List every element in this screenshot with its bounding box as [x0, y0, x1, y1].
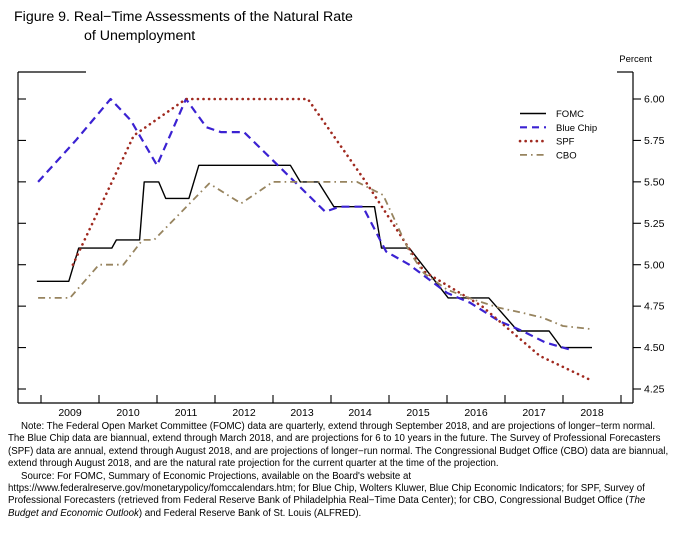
y-axis-unit-label: Percent — [619, 54, 652, 65]
figure-title-line1: Figure 9. Real−Time Assessments of the N… — [14, 9, 353, 25]
source-italic-title: The Budget and Economic Outlook — [8, 495, 646, 519]
x-tick-label: 2018 — [580, 407, 604, 419]
series-line-fomc — [36, 164, 592, 349]
y-tick-label: 4.25 — [644, 384, 665, 396]
chart-canvas: 6.00 5.75 5.50 5.25 5.00 4.75 4.50 4.25 2009 2010… — [17, 71, 665, 419]
y-tick-label: 4.50 — [644, 342, 665, 354]
x-tick-label: 2015 — [406, 407, 430, 419]
x-tick-label: 2014 — [348, 407, 372, 419]
x-tick-label: 2010 — [116, 407, 140, 419]
x-tick-label: 2017 — [522, 407, 546, 419]
y-tick-label: 5.75 — [644, 135, 665, 147]
figure-title-line2: of Unemployment — [84, 28, 196, 44]
y-tick-label: 5.50 — [644, 176, 665, 188]
y-tick-label: 6.00 — [644, 94, 665, 106]
x-tick-label: 2013 — [290, 407, 314, 419]
x-tick-label: 2009 — [58, 407, 82, 419]
series-line-spf — [71, 97, 594, 382]
legend-label-fomc: FOMC — [556, 109, 584, 120]
x-tick-label: 2016 — [464, 407, 488, 419]
x-tick-label: 2011 — [175, 407, 198, 419]
legend-label-cbo: CBO — [556, 150, 577, 161]
y-tick-label: 4.75 — [644, 301, 665, 313]
legend-label-spf: SPF — [556, 137, 575, 148]
footnotes: Note: The Federal Open Market Committee … — [8, 421, 670, 520]
figure-title: Figure 9. Real−Time Assessments of the N… — [14, 8, 353, 46]
y-tick-label: 5.25 — [644, 218, 665, 230]
source-text-part1: Source: For FOMC, Summary of Economic Pr… — [8, 470, 645, 507]
series-line-cbo — [38, 181, 594, 331]
y-tick-label: 5.00 — [644, 259, 665, 271]
note-text: Note: The Federal Open Market Committee … — [8, 421, 669, 470]
legend-label-bluechip: Blue Chip — [556, 123, 597, 134]
source-text-part2: ) and Federal Reserve Bank of St. Louis … — [138, 507, 362, 519]
series-line-bluechip — [37, 97, 570, 351]
note-paragraph: Note: The Federal Open Market Committee … — [8, 421, 670, 471]
x-tick-label: 2012 — [232, 407, 256, 419]
source-paragraph: Source: For FOMC, Summary of Economic Pr… — [8, 471, 670, 521]
